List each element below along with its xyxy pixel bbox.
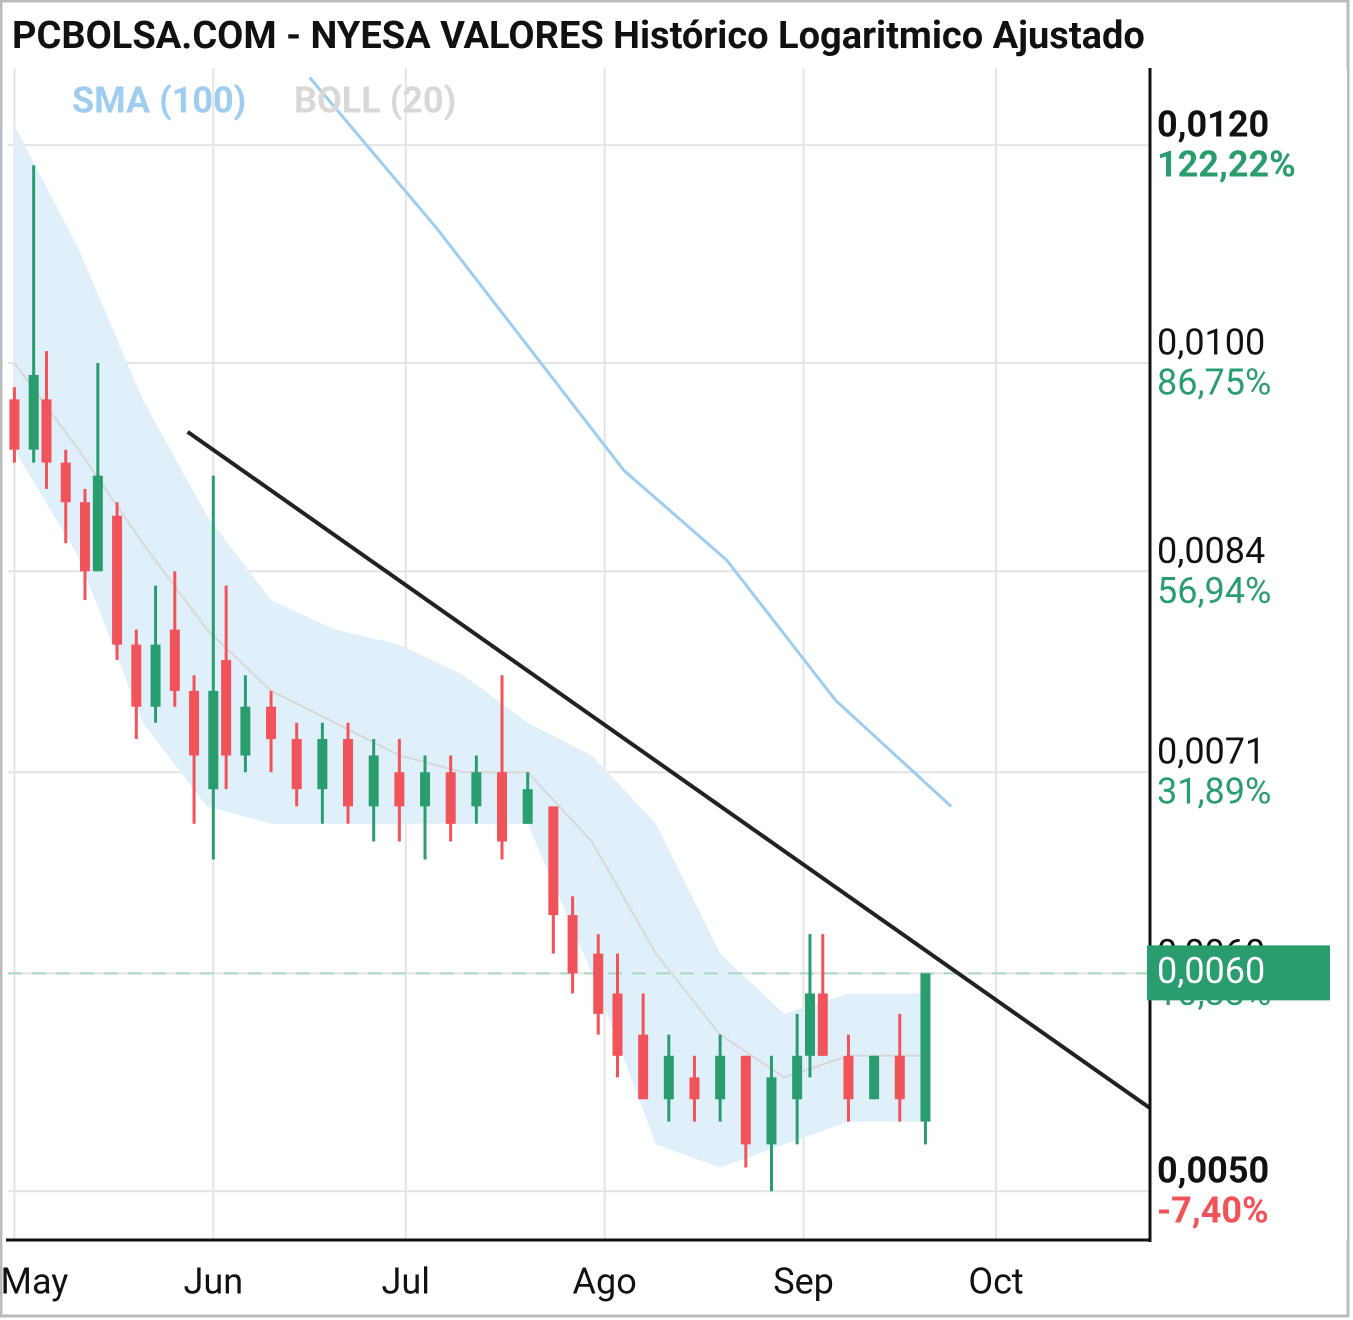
candle-body bbox=[28, 374, 39, 450]
candle-body bbox=[169, 629, 180, 691]
y-tick-label: 0,0120 bbox=[1157, 104, 1269, 146]
candle-body bbox=[471, 772, 482, 807]
candle-body bbox=[920, 973, 931, 1122]
candle-body bbox=[792, 1055, 803, 1100]
candle-body bbox=[612, 993, 623, 1056]
candle-body bbox=[221, 659, 232, 756]
last-price-box bbox=[1147, 945, 1330, 1001]
candle-body bbox=[131, 644, 142, 707]
boll-middle bbox=[13, 362, 926, 1079]
x-tick-label: Jun bbox=[184, 1261, 244, 1303]
x-tick-label: May bbox=[1, 1261, 69, 1303]
candle-body bbox=[522, 789, 533, 824]
last-price-label: 0,0060 bbox=[1157, 950, 1265, 992]
candle-body bbox=[92, 475, 103, 572]
y-tick-label: 0,0100 bbox=[1157, 321, 1265, 363]
y-change-label: 122,22% bbox=[1157, 144, 1296, 186]
y-change-label: 86,75% bbox=[1157, 361, 1271, 403]
axis-mask bbox=[1152, 68, 1347, 1240]
candle-body bbox=[150, 644, 161, 707]
y-change-label: -7,40% bbox=[1157, 1190, 1269, 1232]
candle-body bbox=[638, 1034, 649, 1100]
candle-body bbox=[445, 772, 456, 824]
candle-body bbox=[189, 690, 200, 756]
candle-body bbox=[394, 772, 405, 807]
candle-body bbox=[41, 399, 52, 463]
chart-title: PCBOLSA.COM - NYESA VALORES Histórico Lo… bbox=[12, 14, 1145, 58]
sma-line bbox=[308, 76, 953, 808]
candle-body bbox=[817, 993, 828, 1056]
candle-body bbox=[593, 953, 604, 1014]
candle-body bbox=[240, 706, 251, 756]
candle-body bbox=[343, 739, 354, 807]
candle-body bbox=[766, 1077, 777, 1145]
legend-sma: SMA (100) bbox=[72, 80, 246, 122]
candle-body bbox=[9, 399, 20, 450]
candle-body bbox=[689, 1077, 700, 1100]
x-tick-label: Jul bbox=[382, 1261, 430, 1303]
candle-body bbox=[79, 502, 90, 572]
candle-body bbox=[112, 515, 123, 645]
y-change-label: 31,89% bbox=[1157, 771, 1271, 813]
candle-body bbox=[548, 806, 559, 916]
plot-area bbox=[8, 68, 1152, 1240]
trendline bbox=[186, 430, 1152, 1110]
candle-body bbox=[715, 1055, 726, 1100]
candle-body bbox=[663, 1055, 674, 1100]
candle-body bbox=[420, 772, 431, 807]
x-tick-label: Sep bbox=[773, 1261, 834, 1303]
legend-boll: BOLL (20) bbox=[294, 80, 456, 122]
y-tick-label: 0,0084 bbox=[1157, 530, 1265, 572]
y-tick-label: 0,0071 bbox=[1157, 731, 1265, 773]
candle-body bbox=[291, 739, 302, 790]
y-change-label: 56,94% bbox=[1157, 570, 1271, 612]
candle-body bbox=[317, 739, 328, 790]
candle-body bbox=[843, 1055, 854, 1100]
candle-body bbox=[368, 755, 379, 807]
candle-body bbox=[740, 1055, 751, 1145]
candle-body bbox=[266, 706, 277, 740]
candle-body bbox=[894, 1055, 905, 1100]
candle-body bbox=[804, 993, 815, 1056]
boll-band bbox=[14, 125, 926, 1168]
y-tick-label: 0,0050 bbox=[1157, 1150, 1269, 1192]
candle-body bbox=[60, 462, 71, 503]
x-tick-label: Ago bbox=[573, 1261, 637, 1303]
candle-body bbox=[567, 915, 578, 974]
candle-body bbox=[208, 690, 219, 790]
candle-body bbox=[869, 1055, 880, 1100]
candle-body bbox=[497, 772, 508, 842]
x-tick-label: Oct bbox=[968, 1261, 1023, 1303]
